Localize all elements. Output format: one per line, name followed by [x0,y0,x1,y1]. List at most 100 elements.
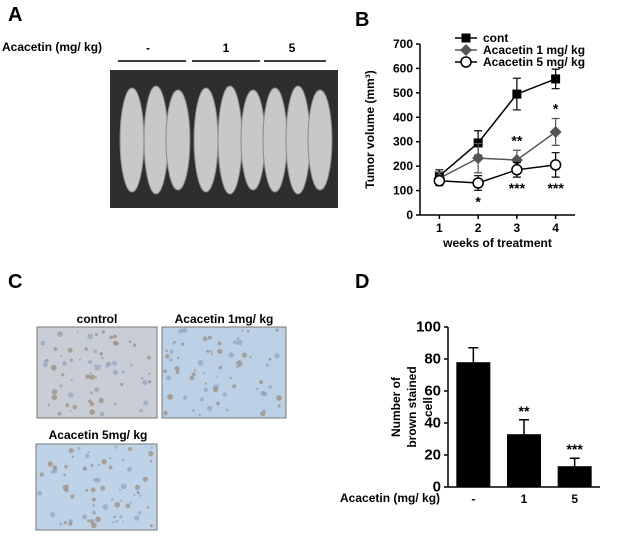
significance: * [475,193,481,209]
cell-texture [275,328,279,332]
cell-texture [47,461,53,467]
dose-label: 1 [223,41,230,55]
x-tick-label: 3 [514,221,521,235]
cell-texture [108,465,113,470]
cell-texture [177,356,180,360]
cell-texture [236,339,243,346]
bar [507,434,541,487]
cell-texture [99,411,105,417]
cell-texture [259,380,264,385]
cell-texture [119,499,122,503]
significance: *** [547,180,564,196]
y-tick-label: 80 [424,351,441,368]
cell-texture [203,387,208,392]
y-tick-label: 300 [393,135,413,149]
cell-texture [125,503,131,509]
cell-texture [53,389,58,394]
cell-texture [113,515,117,519]
y-axis-label: brown stained [405,366,419,447]
significance: ** [511,132,522,148]
cell-texture [70,378,73,382]
cell-texture [110,498,114,501]
cell-texture [178,328,184,334]
cell-texture [165,354,170,359]
cell-texture [163,369,167,374]
cell-texture [232,384,237,389]
cell-texture [97,463,101,467]
cell-texture [222,392,227,397]
cell-texture [134,484,141,491]
row-label: Acacetin (mg/ kg) [2,40,102,54]
cell-texture [122,370,125,374]
cell-texture [204,382,207,385]
cell-texture [265,363,270,367]
marker [511,164,523,176]
x-tick-label: 1 [436,221,443,235]
cell-texture [68,392,74,398]
cell-texture [202,372,205,375]
significance: ** [519,403,530,419]
cell-texture [210,353,213,356]
y-tick-label: 0 [433,479,441,496]
x-tick-label: 4 [552,221,559,235]
image-label: Acacetin 1mg/ kg [175,312,274,326]
cell-texture [122,520,125,523]
cell-texture [65,403,70,408]
cell-texture [249,356,252,359]
cell-texture [64,464,68,469]
series-line [438,78,556,177]
cell-texture [174,366,180,372]
panel-label: B [355,9,369,31]
cell-texture [149,459,153,463]
cell-texture [277,404,281,408]
cell-texture [100,485,106,491]
cell-texture [118,488,122,492]
cell-texture [207,405,213,411]
cell-texture [89,374,95,380]
cell-texture [136,490,140,495]
cell-texture [51,394,58,401]
cell-texture [91,510,97,515]
cell-texture [94,387,100,393]
cell-texture [128,340,132,343]
cell-texture [89,401,95,407]
cell-texture [50,511,56,518]
panel-label: C [8,271,22,293]
bar [456,362,491,487]
cell-texture [134,515,140,521]
cell-texture [198,413,201,416]
cell-texture [101,330,105,334]
cell-texture [114,501,121,508]
error-bar [569,457,580,467]
cell-texture [93,477,98,482]
cell-texture [92,503,96,507]
mouse-photo [110,70,338,208]
cell-texture [62,484,69,491]
cell-texture [109,335,113,340]
cell-texture [232,339,238,345]
dose-label: - [146,41,150,55]
cell-texture [87,333,94,340]
significance: *** [566,441,583,457]
cell-texture [61,373,65,377]
cell-texture [70,494,75,499]
legend-marker [460,44,472,56]
cell-texture [191,409,195,413]
cell-texture [87,519,90,522]
cell-texture [90,487,96,493]
cell-texture [40,340,46,346]
cell-texture [142,380,148,386]
cell-texture [43,359,48,364]
cell-texture [180,342,185,346]
cell-texture [43,362,48,368]
cell-texture [191,372,196,377]
cell-texture [228,352,234,358]
cell-texture [218,365,223,370]
cell-texture [82,514,88,520]
cell-texture [58,332,61,335]
cell-texture [82,466,87,471]
cell-texture [133,494,136,497]
y-tick-label: 20 [424,447,441,464]
y-tick-label: 0 [406,208,413,222]
